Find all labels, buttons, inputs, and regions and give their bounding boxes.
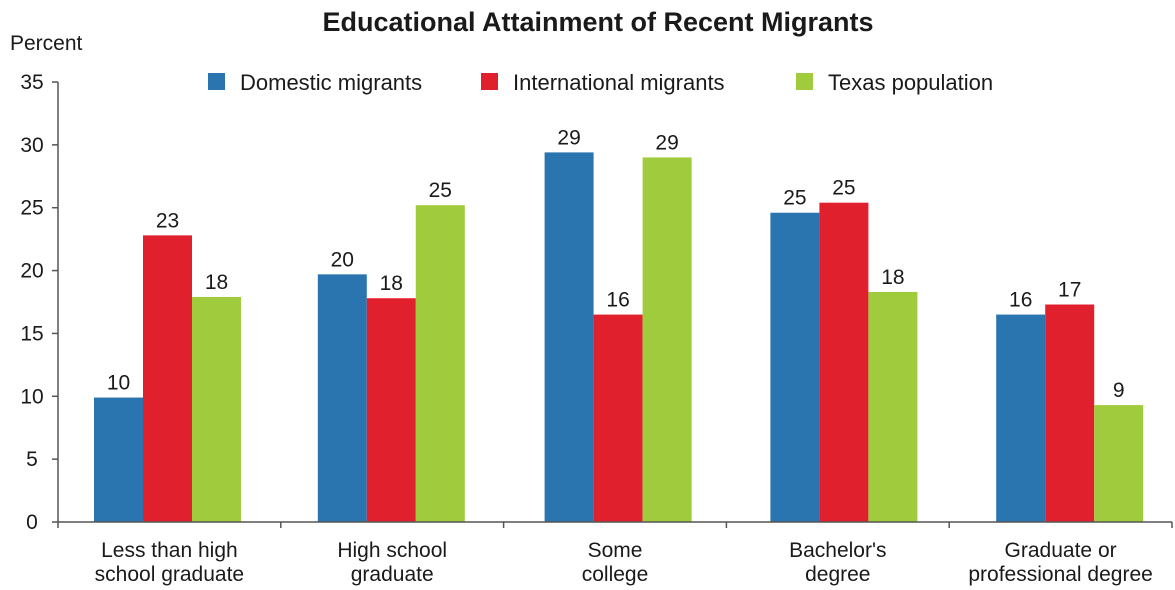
bar (1045, 304, 1095, 522)
bar-value-label: 25 (429, 179, 452, 202)
bar (593, 314, 643, 522)
y-tick-label: 0 (26, 511, 38, 534)
bar (996, 314, 1046, 522)
legend-swatch (481, 73, 498, 90)
bar (544, 152, 594, 522)
y-tick-label: 15 (20, 322, 43, 345)
category-label: Graduate or professional degree (968, 539, 1152, 586)
bar-value-label: 23 (156, 209, 179, 232)
bars (94, 152, 1144, 522)
bar-value-label: 16 (606, 289, 629, 312)
bar (366, 298, 416, 522)
y-tick-label: 20 (20, 260, 43, 283)
legend-swatch (208, 73, 225, 90)
bar (317, 274, 367, 522)
bar-value-label: 18 (380, 272, 403, 295)
bar-value-label: 17 (1058, 279, 1081, 302)
category-label: High school graduate (337, 539, 447, 586)
bar-value-label: 18 (205, 271, 228, 294)
legend-label: International migrants (513, 70, 725, 95)
y-axis: 0 5 10 15 20 25 30 35 (20, 71, 59, 534)
bar (642, 157, 692, 522)
category-label: Some college (582, 539, 649, 586)
bar (143, 235, 192, 522)
bar (1094, 405, 1144, 522)
bar-value-label: 29 (655, 131, 678, 154)
bar (770, 212, 820, 522)
legend-swatch (796, 73, 813, 90)
bar-value-label: 18 (881, 266, 904, 289)
bar-value-label: 16 (1009, 289, 1032, 312)
bar-value-label: 9 (1113, 379, 1125, 402)
category-label: Less than high school graduate (95, 539, 244, 586)
bar (94, 397, 143, 522)
y-tick-label: 25 (20, 197, 43, 220)
legend: Domestic migrants International migrants T… (208, 70, 993, 95)
y-tick-label: 35 (20, 71, 43, 94)
bar-value-label: 20 (331, 248, 354, 271)
bar-value-label: 29 (557, 126, 580, 149)
bar-value-label: 10 (107, 372, 130, 395)
category-label: Bachelor's degree (789, 539, 886, 586)
bar (415, 205, 465, 522)
y-axis-label: Percent (10, 32, 83, 55)
y-tick-label: 30 (20, 134, 43, 157)
bar-value-label: 25 (832, 177, 855, 200)
bar (868, 291, 918, 522)
legend-label: Texas population (828, 70, 993, 95)
x-axis: Less than high school graduate High school… (57, 521, 1173, 586)
y-tick-label: 10 (20, 385, 43, 408)
bar (819, 202, 869, 522)
y-tick-label: 5 (26, 448, 38, 471)
data-labels: 10 23 18 20 18 25 29 16 29 25 25 18 16 17 9 (107, 126, 1125, 402)
bar-value-label: 25 (783, 187, 806, 210)
bar (192, 296, 241, 522)
legend-label: Domestic migrants (240, 70, 422, 95)
chart-title: Educational Attainment of Recent Migrant… (322, 7, 873, 37)
